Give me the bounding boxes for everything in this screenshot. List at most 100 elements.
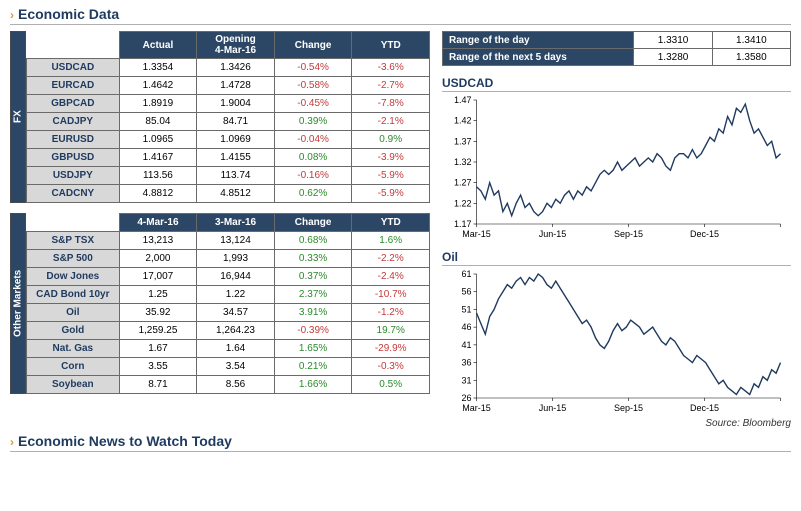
cell: 2,000 <box>119 250 197 268</box>
main-content: FX ActualOpening4-Mar-16ChangeYTDUSDCAD1… <box>10 31 791 429</box>
other-markets-table: 4-Mar-163-Mar-16ChangeYTDS&P TSX13,21313… <box>26 213 430 394</box>
row-header: USDCAD <box>27 59 120 77</box>
table-row: GBPCAD1.89191.9004-0.45%-7.8% <box>27 95 430 113</box>
table-row: Corn3.553.540.21%-0.3% <box>27 358 430 376</box>
row-header: S&P 500 <box>27 250 120 268</box>
cell: -10.7% <box>352 286 430 304</box>
cell: 2.37% <box>274 286 352 304</box>
cell: -2.4% <box>352 268 430 286</box>
row-header: CADJPY <box>27 113 120 131</box>
cell: 1.3354 <box>119 59 197 77</box>
cell: -3.6% <box>352 59 430 77</box>
row-header: Oil <box>27 304 120 322</box>
cell: 1,993 <box>197 250 275 268</box>
cell: 1.9004 <box>197 95 275 113</box>
cell: 0.37% <box>274 268 352 286</box>
svg-text:1.32: 1.32 <box>454 157 472 167</box>
cell: -0.3% <box>352 358 430 376</box>
chart1-box: 1.171.221.271.321.371.421.47Mar-15Jun-15… <box>442 94 791 242</box>
row-header: Corn <box>27 358 120 376</box>
cell: 1.65% <box>274 340 352 358</box>
svg-text:1.42: 1.42 <box>454 116 472 126</box>
range-table: Range of the day1.33101.3410Range of the… <box>442 31 791 66</box>
svg-text:Sep-15: Sep-15 <box>614 229 643 239</box>
svg-text:1.17: 1.17 <box>454 219 472 229</box>
cell: 35.92 <box>119 304 197 322</box>
cell: 1.22 <box>197 286 275 304</box>
cell: 34.57 <box>197 304 275 322</box>
range-row: Range of the day1.33101.3410 <box>443 32 791 49</box>
svg-text:1.37: 1.37 <box>454 136 472 146</box>
cell: 1.6% <box>352 232 430 250</box>
cell: -2.2% <box>352 250 430 268</box>
svg-text:1.47: 1.47 <box>454 95 472 105</box>
svg-text:Jun-15: Jun-15 <box>539 229 567 239</box>
table-row: EURUSD1.09651.0969-0.04%0.9% <box>27 131 430 149</box>
cell: -2.1% <box>352 113 430 131</box>
table-row: USDCAD1.33541.3426-0.54%-3.6% <box>27 59 430 77</box>
svg-text:Jun-15: Jun-15 <box>539 403 567 413</box>
cell: -3.9% <box>352 149 430 167</box>
cell: -0.45% <box>274 95 352 113</box>
svg-text:Dec-15: Dec-15 <box>690 229 719 239</box>
row-header: GBPCAD <box>27 95 120 113</box>
svg-text:1.27: 1.27 <box>454 178 472 188</box>
cell: 85.04 <box>119 113 197 131</box>
cell: 1.4642 <box>119 77 197 95</box>
chart2-title: Oil <box>442 250 791 266</box>
svg-text:36: 36 <box>461 358 471 368</box>
col-header: Change <box>274 214 352 232</box>
row-header: S&P TSX <box>27 232 120 250</box>
cell: 19.7% <box>352 322 430 340</box>
table-row: Nat. Gas1.671.641.65%-29.9% <box>27 340 430 358</box>
bottom-title-text: Economic News to Watch Today <box>18 433 232 449</box>
table-row: EURCAD1.46421.4728-0.58%-2.7% <box>27 77 430 95</box>
col-header: YTD <box>352 32 430 59</box>
cell: -0.04% <box>274 131 352 149</box>
cell: 13,213 <box>119 232 197 250</box>
cell: 1.67 <box>119 340 197 358</box>
source-label: Source: Bloomberg <box>442 418 791 429</box>
chart1-title: USDCAD <box>442 76 791 92</box>
left-column: FX ActualOpening4-Mar-16ChangeYTDUSDCAD1… <box>10 31 430 429</box>
table-row: S&P TSX13,21313,1240.68%1.6% <box>27 232 430 250</box>
range-row: Range of the next 5 days1.32801.3580 <box>443 49 791 66</box>
cell: 0.21% <box>274 358 352 376</box>
svg-text:Mar-15: Mar-15 <box>462 229 491 239</box>
svg-text:31: 31 <box>461 375 471 385</box>
range-label: Range of the day <box>443 32 634 49</box>
other-table-wrap: Other Markets 4-Mar-163-Mar-16ChangeYTDS… <box>10 213 430 394</box>
svg-text:Sep-15: Sep-15 <box>614 403 643 413</box>
cell: 84.71 <box>197 113 275 131</box>
svg-text:41: 41 <box>461 340 471 350</box>
cell: 1.0969 <box>197 131 275 149</box>
oil-chart: 2631364146515661Mar-15Jun-15Sep-15Dec-15 <box>442 268 791 416</box>
range-low: 1.3310 <box>634 32 712 49</box>
table-row: Gold1,259.251,264.23-0.39%19.7% <box>27 322 430 340</box>
svg-text:Mar-15: Mar-15 <box>462 403 491 413</box>
col-header: Actual <box>119 32 197 59</box>
table-row: CADCNY4.88124.85120.62%-5.9% <box>27 185 430 203</box>
cell: 1.4155 <box>197 149 275 167</box>
cell: 1.0965 <box>119 131 197 149</box>
svg-text:61: 61 <box>461 269 471 279</box>
table-row: Oil35.9234.573.91%-1.2% <box>27 304 430 322</box>
row-header: Soybean <box>27 376 120 394</box>
fx-side-label: FX <box>10 31 26 203</box>
cell: 3.55 <box>119 358 197 376</box>
cell: 1,259.25 <box>119 322 197 340</box>
cell: -0.58% <box>274 77 352 95</box>
range-high: 1.3580 <box>712 49 790 66</box>
fx-table: ActualOpening4-Mar-16ChangeYTDUSDCAD1.33… <box>26 31 430 203</box>
row-header: Nat. Gas <box>27 340 120 358</box>
col-header: Change <box>274 32 352 59</box>
cell: 1,264.23 <box>197 322 275 340</box>
page-title: ›Economic Data <box>10 6 791 25</box>
cell: -0.54% <box>274 59 352 77</box>
svg-text:Dec-15: Dec-15 <box>690 403 719 413</box>
cell: 13,124 <box>197 232 275 250</box>
fx-table-wrap: FX ActualOpening4-Mar-16ChangeYTDUSDCAD1… <box>10 31 430 203</box>
svg-text:56: 56 <box>461 287 471 297</box>
cell: 0.9% <box>352 131 430 149</box>
svg-text:46: 46 <box>461 322 471 332</box>
